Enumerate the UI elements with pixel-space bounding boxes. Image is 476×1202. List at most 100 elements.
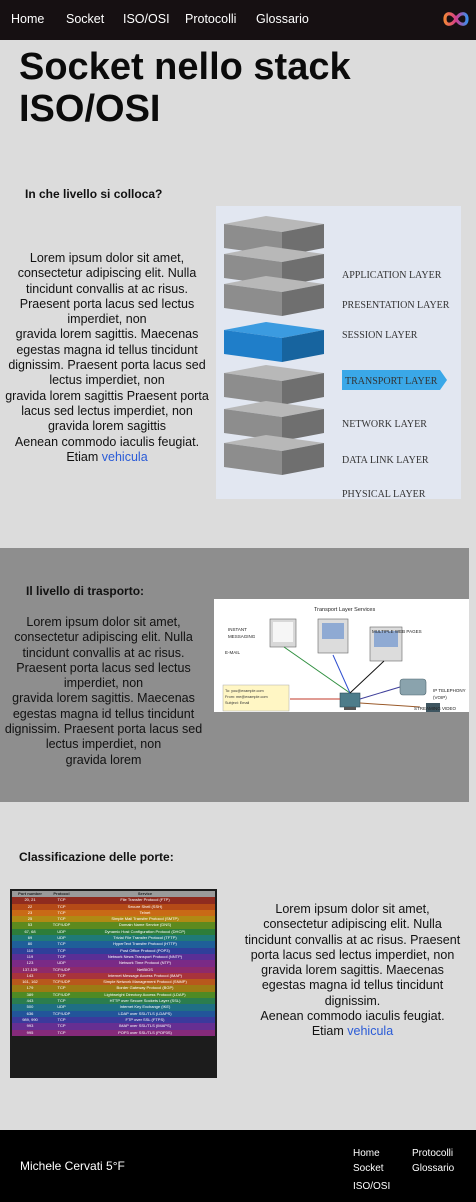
section3-heading: Classificazione delle porte: <box>19 850 174 864</box>
ports-table-row: 161, 162 TCP/UDP Simple Network Management… <box>12 979 215 986</box>
nav-socket-link[interactable]: Socket <box>66 12 105 26</box>
port-number-cell: 53 <box>27 922 33 928</box>
footer-glossario-link[interactable]: Glossario <box>412 1163 455 1174</box>
computer-base <box>344 707 356 710</box>
ports-table-row: 123 UDP Network Time Protocol (NTP) <box>12 960 215 967</box>
protocol-cell: TCP/UDP <box>52 991 71 997</box>
osi-block-side <box>282 224 324 256</box>
paragraph-line: lacus sed lectus imperdiet, non <box>21 403 193 418</box>
protocol-cell: TCP <box>57 947 66 953</box>
osi-layers-diagram: APPLICATION LAYER PRESENTATION LAYER SESSI… <box>216 206 461 499</box>
nav-isoosi-link[interactable]: ISO/OSI <box>123 12 170 26</box>
protocol-cell: TCP <box>57 972 66 978</box>
paragraph-line: Praesent porta lacus sed lectus <box>19 296 195 311</box>
ports-table-row: 69 UDP Trivial File Transfer Protocol (TFT… <box>12 935 215 942</box>
port-number-cell: 23 <box>27 909 33 915</box>
service-cell: Network News Transport Protocol (NNTP) <box>107 953 183 959</box>
osi-layer: PRESENTATION LAYER <box>224 246 450 311</box>
service-cell: HTTP over Secure Sockets Layer (SSL) <box>109 998 181 1004</box>
port-number-cell: 143 <box>26 972 34 978</box>
service-cell: Dynamic Host Configuration Protocol (DHC… <box>104 928 186 934</box>
ports-table-row: 995 TCP POP3 over SSL/TLS (POP3S) <box>12 1029 215 1036</box>
paragraph-line: Lorem ipsum dolor sit amet, <box>26 615 181 629</box>
infinity-logo-icon[interactable] <box>442 9 470 29</box>
paragraph-prefix: Etiam <box>311 1024 344 1039</box>
ports-table-row: 22 TCP Secure Shell (SSH) <box>12 903 215 910</box>
paragraph-line: dignissim. <box>324 993 381 1008</box>
ports-table-row: 636 TCP/UDP LDAP over SSL/TLS (LDAPS) <box>12 1010 215 1017</box>
footer-socket-link[interactable]: Socket <box>353 1163 384 1174</box>
osi-block-front <box>224 284 282 316</box>
osi-block-top <box>224 401 324 417</box>
paragraph-line: Aenean commodo iaculis feugiat. <box>260 1009 445 1024</box>
protocol-cell: TCP <box>57 897 66 903</box>
service-cell: Internet Key Exchange (IKE) <box>119 1004 171 1010</box>
osi-block-top <box>224 276 324 292</box>
osi-layer: TRANSPORT LAYER <box>224 322 447 390</box>
port-number-cell: 22 <box>27 903 33 909</box>
osi-layer-label: DATA LINK LAYER <box>342 455 429 466</box>
footer-protocolli-link[interactable]: Protocolli <box>412 1148 454 1159</box>
section-transport: Il livello di trasporto: Lorem ipsum dol… <box>0 548 469 802</box>
paragraph-line: Lorem ipsum dolor sit amet, <box>275 902 430 916</box>
osi-block-side <box>282 443 324 475</box>
osi-block-front <box>224 409 282 441</box>
paragraph-line: gravida lorem sagittis <box>47 419 167 434</box>
ports-table-row: 993 TCP IMAP over SSL/TLS (IMAPS) <box>12 1023 215 1030</box>
paragraph-line: egestas magna id tellus tincidunt <box>16 342 198 357</box>
service-cell: Simple Network Management Protocol (SNMP… <box>103 979 187 985</box>
transport-highlight-tag <box>342 370 447 390</box>
port-number-cell: 443 <box>26 998 34 1004</box>
center-computer <box>339 692 361 708</box>
protocol-cell: TCP/UDP <box>52 979 71 985</box>
port-number-cell: 110 <box>26 947 34 953</box>
port-number-cell: 119 <box>26 953 34 959</box>
ports-table-header: Port number Protocol Service <box>12 891 215 898</box>
vehicula-link[interactable]: vehicula <box>347 1024 394 1039</box>
vehicula-link[interactable]: vehicula <box>101 449 148 464</box>
protocol-cell: UDP <box>57 928 66 934</box>
section2-paragraph: Lorem ipsum dolor sit amet, consectetur a… <box>0 615 207 768</box>
top-nav: Home Socket ISO/OSI Protocolli Glossario <box>0 0 476 40</box>
service-cell: Internet Message Access Protocol (IMAP) <box>107 972 183 978</box>
footer-isoosi-link[interactable]: ISO/OSI <box>353 1181 391 1192</box>
port-number-cell: 67, 68 <box>24 928 36 934</box>
osi-block-front <box>224 330 282 362</box>
paragraph-line: tincidunt convallis at ac risus. <box>22 645 185 660</box>
footer-owner: Michele Cervati 5°F <box>20 1159 125 1173</box>
osi-layer-label: TRANSPORT LAYER <box>345 376 438 387</box>
arrow-video <box>359 702 421 708</box>
protocol-cell: UDP <box>57 960 66 966</box>
ports-table-row: 989, 990 TCP FTP over SSL (FTPS) <box>12 1016 215 1024</box>
osi-layer-label: PRESENTATION LAYER <box>342 300 450 311</box>
protocol-cell: TCP <box>57 998 66 1004</box>
paragraph-line: Praesent porta lacus sed lectus <box>16 660 191 675</box>
osi-block-side <box>282 254 324 286</box>
nav-protocolli-link[interactable]: Protocolli <box>185 12 237 26</box>
port-number-cell: 161, 162 <box>22 979 38 985</box>
osi-block-front <box>224 443 282 475</box>
port-number-cell: 995 <box>26 1029 34 1035</box>
ports-table-row: 500 UDP Internet Key Exchange (IKE) <box>12 1004 215 1011</box>
osi-layer: SESSION LAYER <box>224 276 418 341</box>
ports-table-row: 20, 21 TCP File Transfer Protocol (FTP) <box>12 897 215 904</box>
paragraph-line: tincidunt convallis at ac risus. <box>26 281 188 296</box>
paragraph-line: lectus imperdiet, non <box>45 737 162 752</box>
label-messaging: MESSAGING <box>228 634 256 639</box>
paragraph-line: egestas magna id tellus tincidunt <box>261 978 444 993</box>
osi-layer-label: SESSION LAYER <box>342 330 418 341</box>
protocol-cell: TCP <box>57 1016 66 1022</box>
paragraph-line: egestas magna id tellus tincidunt <box>12 706 195 721</box>
footer-home-link[interactable]: Home <box>353 1148 380 1159</box>
arrow-web2 <box>349 660 385 694</box>
nav-home-link[interactable]: Home <box>11 12 45 26</box>
section-iso-osi: Socket nello stack ISO/OSI In che livell… <box>0 40 476 548</box>
paragraph-last-line: Etiam vehicula <box>240 1024 465 1039</box>
ports-table-image: Port number Protocol Service 20, 21 TCP Fi… <box>10 889 217 1078</box>
ports-table-row: 23 TCP Telnet <box>12 909 215 917</box>
label-web-pages: MULTIPLE WEB PAGES <box>372 629 422 634</box>
nav-glossario-link[interactable]: Glossario <box>256 12 309 26</box>
ports-table-row: 67, 68 UDP Dynamic Host Configuration Prot… <box>12 928 215 936</box>
ports-table-row: 110 TCP Post Office Protocol (POP3) <box>12 947 215 954</box>
port-number-cell: 989, 990 <box>22 1016 38 1022</box>
